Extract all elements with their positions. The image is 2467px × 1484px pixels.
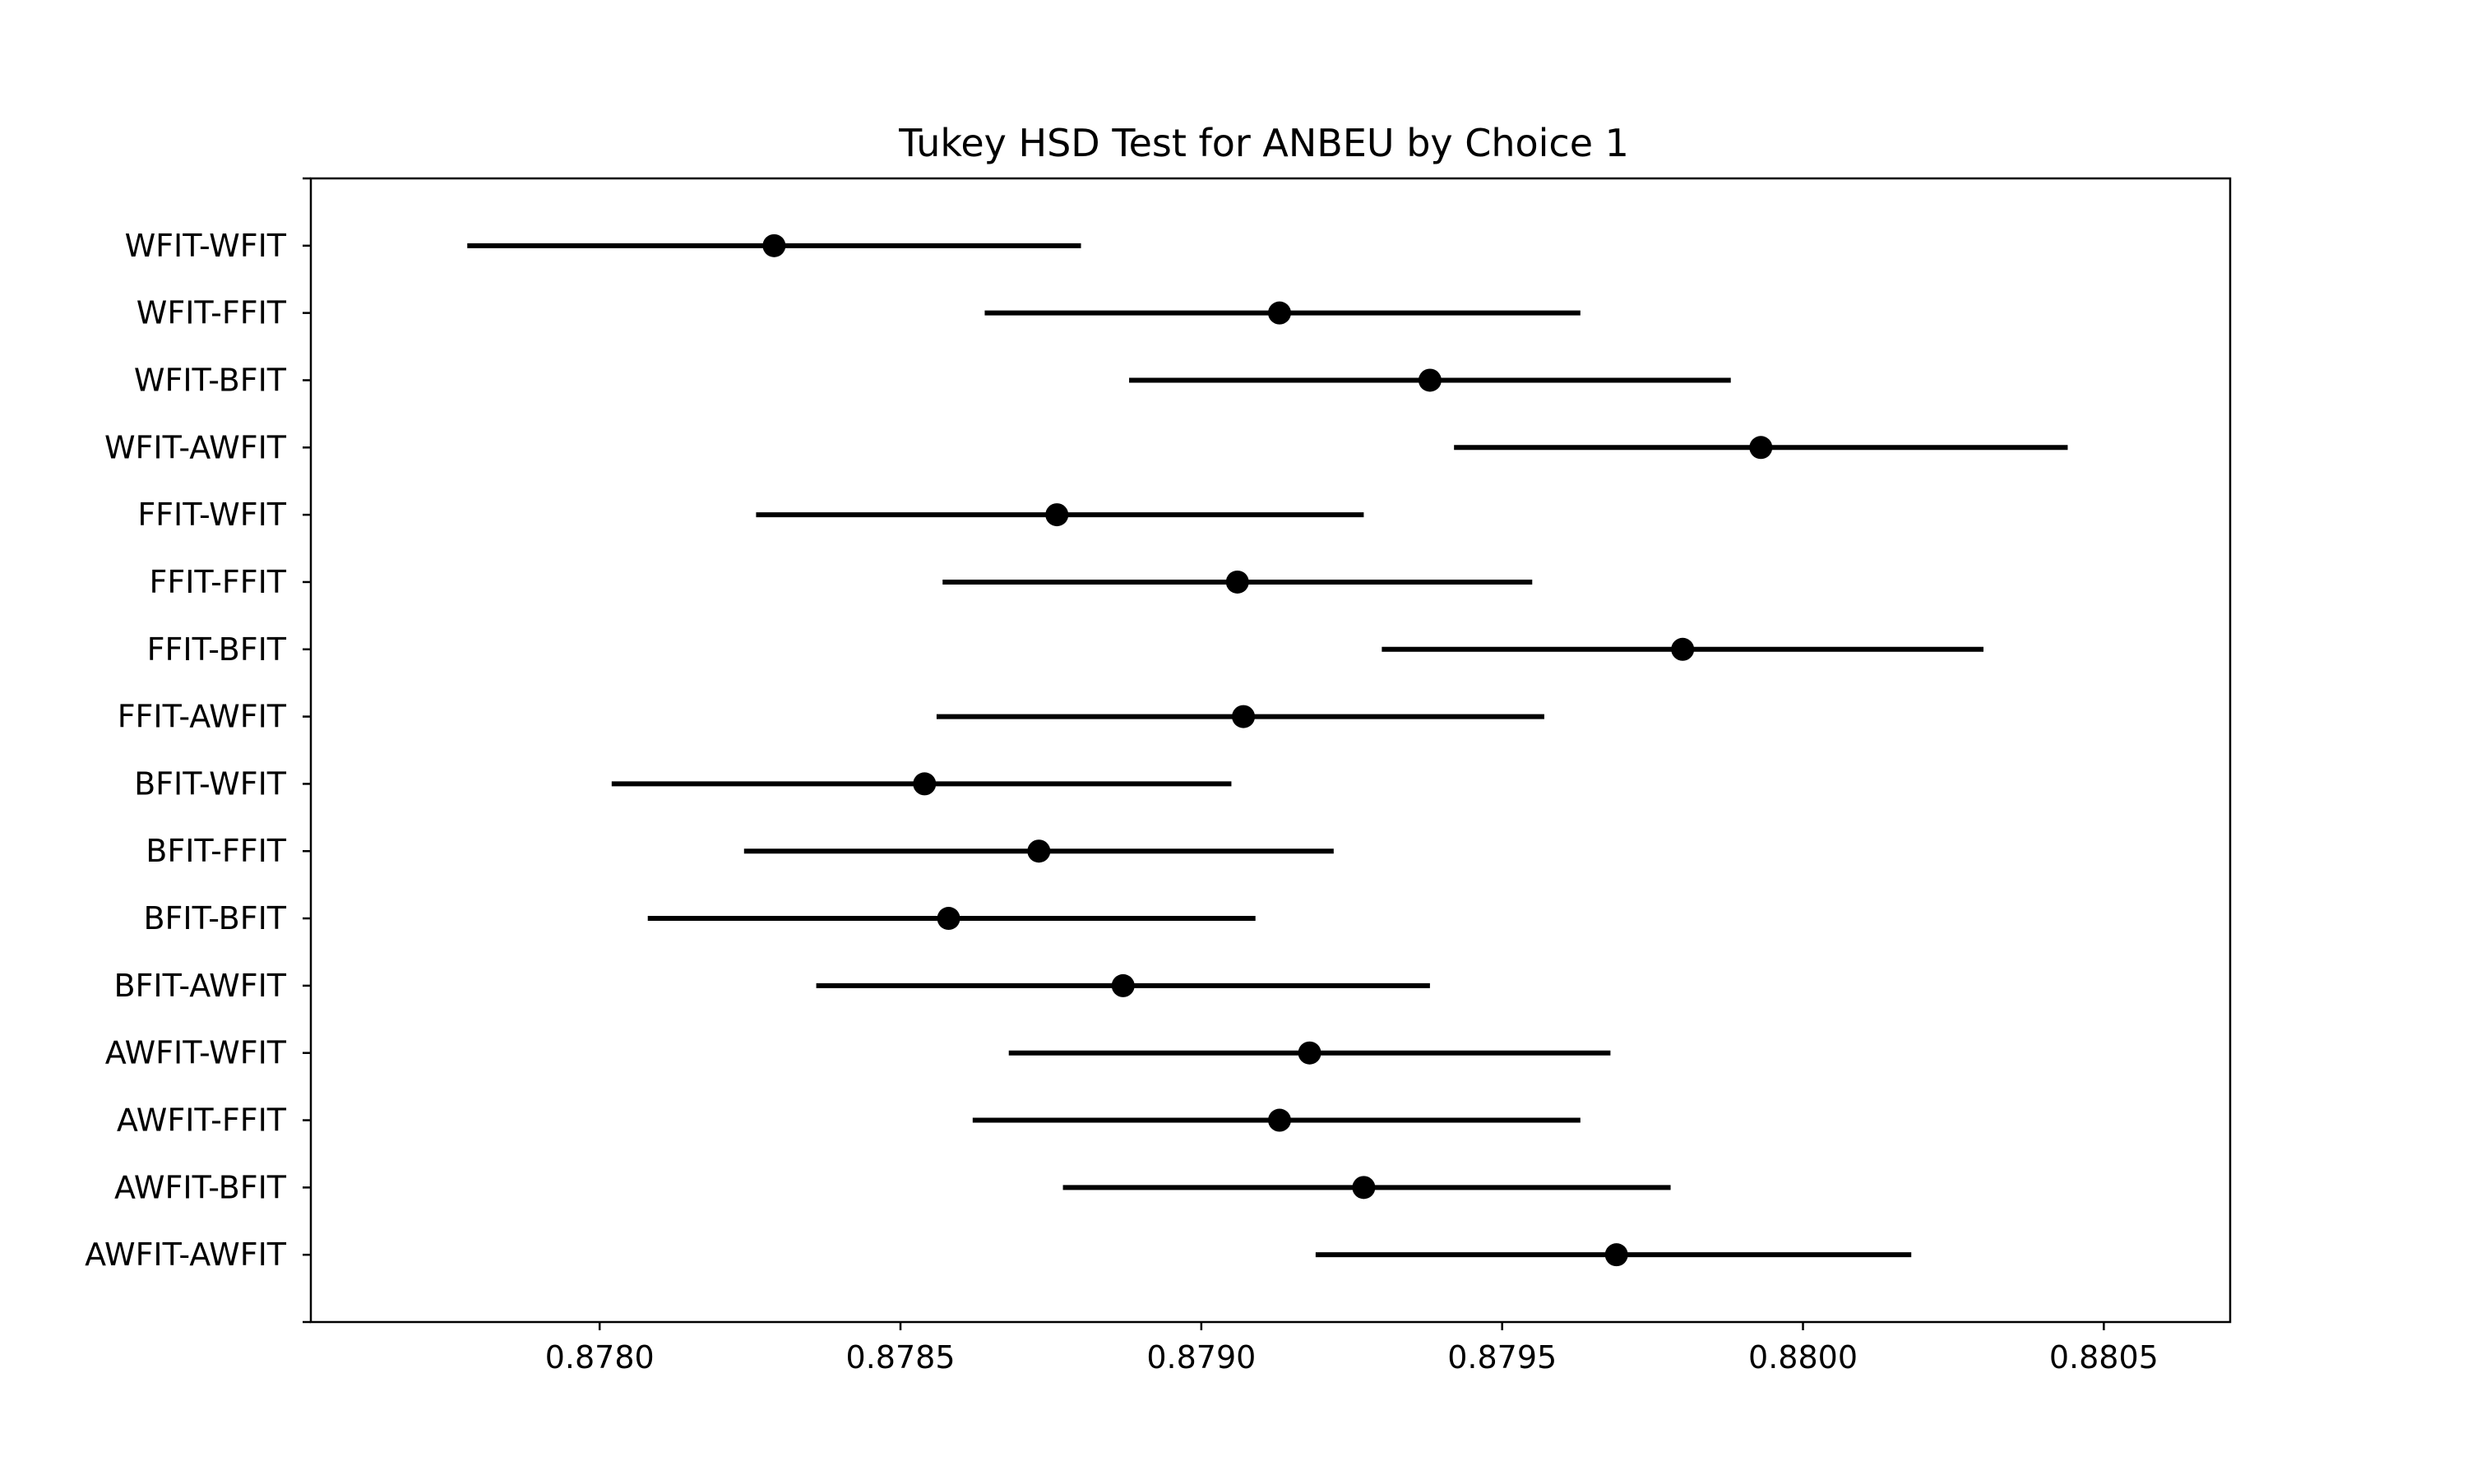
chart-title: Tukey HSD Test for ANBEU by Choice 1: [898, 121, 1629, 165]
y-tick-label: FFIT-AWFIT: [118, 699, 287, 735]
axes-frame: [309, 177, 2232, 1324]
mean-point: [1111, 973, 1135, 997]
mean-point: [1027, 839, 1051, 863]
y-tick-label: AWFIT-BFIT: [114, 1169, 287, 1205]
y-tick-label: BFIT-AWFIT: [113, 968, 286, 1004]
y-tick-label: BFIT-BFIT: [143, 900, 286, 936]
mean-point: [762, 233, 786, 257]
mean-point: [1418, 368, 1442, 392]
mean-point: [1045, 503, 1069, 527]
x-tick-label: 0.8780: [545, 1339, 655, 1375]
y-tick-label: WFIT-FFIT: [137, 295, 287, 331]
mean-point: [1267, 1108, 1291, 1132]
mean-point: [1604, 1243, 1628, 1267]
mean-point: [937, 907, 960, 931]
y-tick-label: WFIT-AWFIT: [104, 429, 287, 465]
x-tick-label: 0.8785: [846, 1339, 956, 1375]
y-tick-label: BFIT-FFIT: [146, 833, 286, 869]
y-tick-label: AWFIT-FFIT: [117, 1103, 287, 1139]
mean-point: [1749, 436, 1773, 460]
plot-area: 0.8780 0.8785 0.8790 0.8795 0.8800 0.8805 WFIT…: [85, 177, 2232, 1375]
y-tick-label: WFIT-WFIT: [125, 228, 287, 264]
y-tick-label: WFIT-BFIT: [134, 362, 287, 398]
mean-point: [1225, 570, 1249, 594]
mean-point: [1267, 301, 1291, 325]
mean-point: [1671, 637, 1695, 661]
y-tick-label: AWFIT-WFIT: [105, 1035, 287, 1071]
x-tick-label: 0.8790: [1146, 1339, 1256, 1375]
x-tick-label: 0.8800: [1748, 1339, 1858, 1375]
mean-point: [913, 772, 937, 796]
y-tick-label: FFIT-FFIT: [150, 564, 287, 600]
y-tick-label: FFIT-WFIT: [137, 497, 286, 533]
y-tick-label: AWFIT-AWFIT: [85, 1237, 287, 1273]
y-tick-label: BFIT-WFIT: [134, 765, 287, 802]
x-tick-label: 0.8805: [2049, 1339, 2159, 1375]
mean-point: [1298, 1041, 1321, 1065]
x-tick-label: 0.8795: [1447, 1339, 1557, 1375]
y-tick-label: FFIT-BFIT: [147, 631, 287, 668]
mean-point: [1232, 705, 1256, 728]
mean-point: [1352, 1176, 1376, 1200]
